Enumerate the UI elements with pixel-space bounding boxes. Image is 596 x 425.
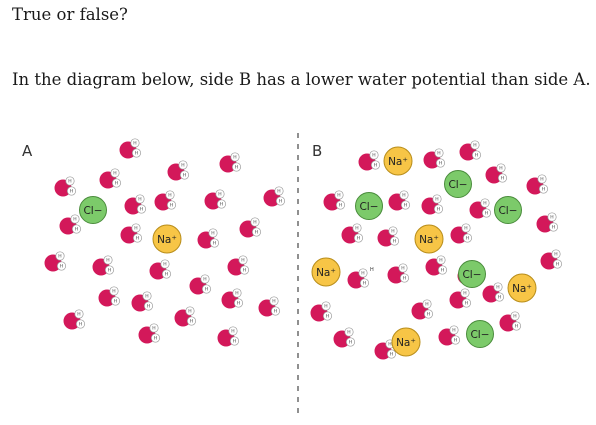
water-molecule [258, 296, 281, 317]
side-b-label: B [312, 142, 322, 160]
water-molecule [323, 190, 346, 211]
chloride-ion: Cl− [79, 196, 107, 224]
water-molecule [98, 286, 121, 307]
side-a-label: A [22, 142, 33, 160]
water-molecule [540, 249, 563, 270]
chloride-label: Cl− [83, 205, 102, 217]
water-molecule [63, 309, 86, 330]
water-molecule [44, 251, 67, 272]
chloride-label: Cl− [470, 329, 489, 341]
water-molecule [54, 176, 77, 197]
water-molecule [204, 189, 227, 210]
water-molecule [358, 150, 381, 171]
water-molecule [438, 325, 461, 346]
chloride-ion: Cl− [494, 196, 522, 224]
water-molecule [536, 212, 559, 233]
water-molecule [92, 255, 115, 276]
water-molecule [469, 198, 492, 219]
chloride-ion: Cl− [466, 320, 494, 348]
sodium-label: Na⁺ [512, 283, 532, 295]
water-molecule [99, 168, 122, 189]
sodium-ion: Na⁺ [383, 146, 413, 176]
chloride-ion: Cl− [444, 170, 472, 198]
water-molecule [217, 326, 240, 347]
water-molecule [174, 306, 197, 327]
sodium-label: Na⁺ [157, 234, 177, 246]
water-molecule [120, 223, 143, 244]
water-molecule [421, 194, 444, 215]
water-molecule [388, 190, 411, 211]
sodium-label: Na⁺ [396, 337, 416, 349]
sodium-ion: Na⁺ [152, 224, 182, 254]
question-title: True or false? [12, 5, 128, 24]
water-molecule [119, 138, 142, 159]
water-molecule [131, 291, 154, 312]
water-molecule [449, 288, 472, 309]
water-molecule [347, 268, 370, 289]
water-molecule [221, 288, 244, 309]
water-molecule [333, 327, 356, 348]
water-molecule [189, 274, 212, 295]
sodium-ion: Na⁺ [507, 273, 537, 303]
side-a-particles: Cl− Na⁺ [44, 138, 286, 347]
sodium-ion: Na⁺ [414, 224, 444, 254]
water-molecule [167, 160, 190, 181]
water-molecule [239, 217, 262, 238]
water-molecule [124, 194, 147, 215]
water-molecule [423, 148, 446, 169]
water-molecule [485, 163, 508, 184]
chloride-ion: Cl− [458, 260, 486, 288]
chloride-label: Cl− [359, 201, 378, 213]
water-molecule [482, 282, 505, 303]
sodium-label: Na⁺ [316, 267, 336, 279]
water-molecule [425, 255, 448, 276]
water-molecule [310, 301, 333, 322]
water-molecule [459, 140, 482, 161]
stray-hydrogen-label: H [370, 267, 374, 273]
water-molecule [526, 174, 549, 195]
sodium-label: Na⁺ [419, 234, 439, 246]
side-b-particles: Na⁺ Cl− Cl− Cl− Na⁺ Na⁺ Cl− Na⁺ [310, 140, 563, 360]
water-molecule [219, 152, 242, 173]
sodium-label: Na⁺ [388, 156, 408, 168]
water-molecule [411, 299, 434, 320]
water-molecule [499, 311, 522, 332]
water-molecule [154, 190, 177, 211]
osmosis-diagram: H H A B Cl− [22, 133, 563, 413]
water-molecule [59, 214, 82, 235]
water-molecule [138, 323, 161, 344]
chloride-ion: Cl− [355, 192, 383, 220]
sodium-ion: Na⁺ [391, 327, 421, 357]
water-molecule [341, 223, 364, 244]
water-molecule [387, 263, 410, 284]
water-molecule [227, 255, 250, 276]
question-text: In the diagram below, side B has a lower… [12, 70, 591, 89]
sodium-ion: Na⁺ [311, 257, 341, 287]
water-molecule [377, 226, 400, 247]
chloride-label: Cl− [462, 269, 481, 281]
chloride-label: Cl− [498, 205, 517, 217]
chloride-label: Cl− [448, 179, 467, 191]
water-molecule [263, 186, 286, 207]
water-molecule [450, 223, 473, 244]
water-molecule [149, 259, 172, 280]
water-molecule [197, 228, 220, 249]
